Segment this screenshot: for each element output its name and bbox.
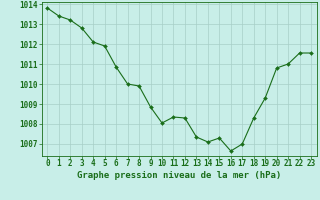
X-axis label: Graphe pression niveau de la mer (hPa): Graphe pression niveau de la mer (hPa) [77, 171, 281, 180]
